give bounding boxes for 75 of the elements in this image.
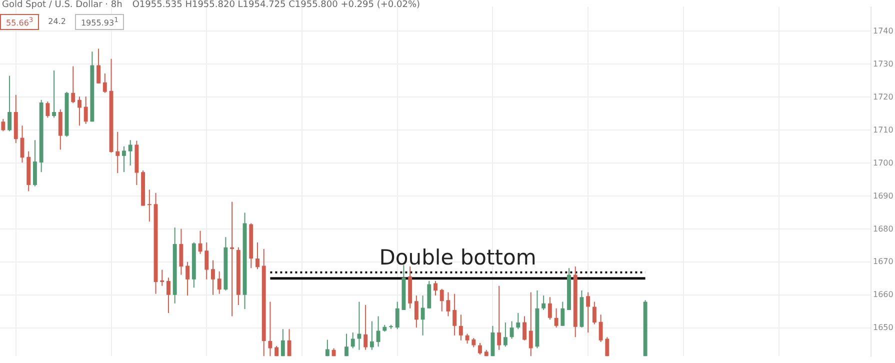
candlestick xyxy=(420,294,425,336)
candlestick xyxy=(357,301,362,350)
candlestick xyxy=(554,308,558,328)
candlestick xyxy=(458,314,463,341)
candlestick xyxy=(179,228,184,276)
candlestick xyxy=(542,294,546,311)
candlestick xyxy=(434,280,438,296)
candlestick xyxy=(592,301,596,325)
candlestick xyxy=(230,201,234,317)
y-tick-label: 1690 xyxy=(873,191,894,200)
candlestick xyxy=(217,270,222,294)
candlestick xyxy=(58,108,62,150)
candlestick xyxy=(8,75,12,132)
candlestick xyxy=(78,96,82,126)
candlestick xyxy=(503,322,508,348)
series-label: Double bottom xyxy=(379,245,536,270)
candlestick xyxy=(497,285,502,350)
candlestick xyxy=(586,292,590,333)
candlestick xyxy=(211,260,215,296)
candlestick xyxy=(325,339,330,356)
candlestick xyxy=(102,72,107,94)
candlestick xyxy=(478,342,482,356)
candlestick xyxy=(344,333,348,356)
candlestick xyxy=(204,242,209,280)
candlestick xyxy=(510,320,514,340)
candlestick xyxy=(560,301,565,326)
candlestick xyxy=(465,333,470,344)
y-tick-label: 1740 xyxy=(873,26,894,36)
y-tick-label: 1660 xyxy=(873,290,894,300)
candlestick xyxy=(370,320,374,350)
y-tick-label: 1720 xyxy=(873,92,894,102)
candlestick xyxy=(605,336,610,356)
chart-title: Gold Spot / U.S. Dollar · 8h xyxy=(2,0,122,10)
candlestick xyxy=(528,292,533,356)
annotation: 24.2 xyxy=(43,16,71,28)
y-tick-label: 1670 xyxy=(873,257,894,266)
candlestick xyxy=(268,301,272,356)
candlestick xyxy=(522,316,526,341)
y-tick-label: 1730 xyxy=(873,59,894,68)
candlestick xyxy=(1,118,6,132)
candlestick xyxy=(116,131,120,174)
candlestick xyxy=(160,269,164,286)
candlestick xyxy=(414,294,418,328)
candlestick xyxy=(166,277,170,314)
candlestick xyxy=(122,146,126,173)
candlestick xyxy=(446,292,450,317)
candlestick xyxy=(84,96,88,124)
candlestick xyxy=(395,301,400,330)
annotation: 1955.93$^{1}$ xyxy=(74,14,124,30)
y-tick-label: 1650 xyxy=(873,323,894,332)
chart-subtitle: O1955.535 H1955.820 L1954.725 C1955.800 +0.295 (+0.02%) xyxy=(132,0,420,10)
candlestick xyxy=(452,293,457,336)
candlestick xyxy=(46,100,50,118)
candlestick xyxy=(256,242,260,270)
candlestick xyxy=(147,189,152,222)
candlestick xyxy=(32,140,37,187)
candlestick xyxy=(96,48,101,84)
candlestick xyxy=(71,66,76,104)
y-tick-label: 1680 xyxy=(873,224,894,234)
candlestick xyxy=(548,296,552,320)
candlestick xyxy=(364,304,368,350)
candlestick xyxy=(490,325,495,356)
candlestick xyxy=(440,288,444,312)
candlestick xyxy=(280,328,285,356)
candlestick xyxy=(472,338,476,348)
candlestick xyxy=(350,332,355,349)
candlestick xyxy=(516,312,520,330)
annotation: 55.66$^{3}$ xyxy=(0,14,40,30)
y-tick-label: 1710 xyxy=(873,125,894,134)
candlestick xyxy=(128,140,132,166)
candlestick xyxy=(598,314,603,343)
candlestick xyxy=(186,261,190,296)
candlestick xyxy=(52,70,56,118)
y-tick-label: 1700 xyxy=(873,158,894,168)
candlestick xyxy=(376,316,380,348)
